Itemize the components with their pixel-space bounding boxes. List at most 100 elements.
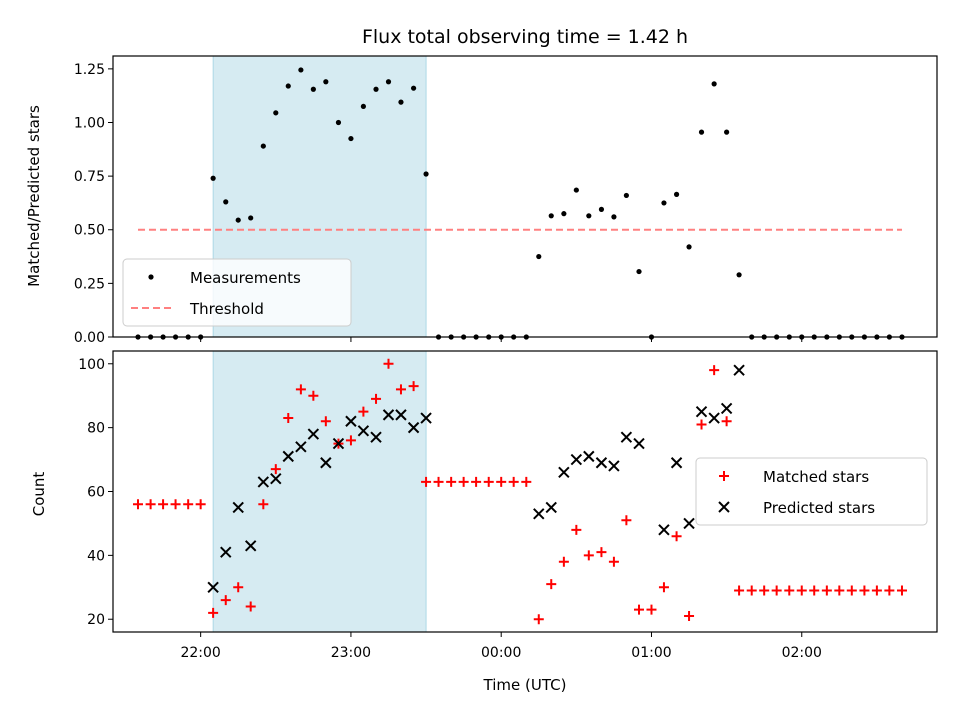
matched-star-point (634, 604, 645, 615)
predicted-star-point (695, 405, 708, 418)
matched-star-point (383, 358, 394, 369)
matched-star-point (746, 585, 757, 596)
matched-star-point (558, 556, 569, 567)
matched-star-point (859, 585, 870, 596)
measurement-point (548, 213, 554, 219)
measurement-point (686, 244, 692, 250)
matched-star-point (646, 604, 657, 615)
matched-star-point (696, 419, 707, 430)
predicted-star-point (370, 431, 382, 443)
matched-star-point (508, 476, 519, 487)
predicted-star-point (595, 457, 608, 469)
x-tick-label: 23:00 (331, 645, 371, 661)
matched-star-point (483, 476, 494, 487)
predicted-star-point (307, 428, 320, 440)
matched-star-point (220, 595, 231, 606)
matched-star-point (408, 381, 419, 392)
matched-star-point (583, 550, 594, 561)
axes-frame (112, 55, 938, 338)
legend-box (122, 258, 352, 327)
measurement-point (248, 215, 254, 221)
predicted-star-point (395, 409, 407, 421)
top-y-axis-label: Matched/Predicted stars (25, 105, 43, 287)
legend-label: Matched stars (763, 468, 869, 486)
legend-label: Threshold (189, 300, 264, 318)
matched-star-point (320, 416, 331, 427)
matched-star-point (809, 585, 820, 596)
matched-star-point (796, 585, 807, 596)
measurement-point (298, 67, 304, 73)
matched-star-point (658, 582, 669, 593)
matched-star-point (521, 476, 532, 487)
matched-star-point (421, 476, 432, 487)
chart-title: Flux total observing time = 1.42 h (362, 26, 688, 48)
matched-star-point (821, 585, 832, 596)
matched-star-point (784, 585, 795, 596)
predicted-star-point (382, 409, 395, 421)
matched-star-point (608, 556, 619, 567)
measurement-point (586, 213, 592, 219)
predicted-star-point (658, 524, 670, 536)
y-tick-label: 0.50 (74, 223, 105, 239)
y-tick-label: 60 (87, 485, 105, 501)
matched-star-point (621, 515, 632, 526)
matched-star-point (270, 464, 281, 475)
matched-star-point (295, 384, 306, 395)
measurement-point (235, 217, 241, 223)
matched-star-point (684, 611, 695, 622)
measurement-point (273, 110, 279, 116)
y-tick-label: 0.75 (74, 169, 105, 185)
measurement-point (210, 175, 216, 181)
measurement-point (698, 129, 705, 135)
matched-star-point (433, 476, 444, 487)
matched-star-point (734, 585, 745, 596)
measurement-point (348, 135, 354, 142)
predicted-star-point (708, 412, 720, 424)
predicted-star-point (207, 581, 219, 594)
matched-star-point (759, 585, 770, 596)
matched-star-point (571, 524, 582, 535)
predicted-star-point (357, 425, 370, 437)
matched-star-point (358, 406, 369, 417)
predicted-star-point (282, 450, 294, 463)
legend: Measurements Threshold (122, 258, 352, 327)
predicted-star-point (620, 431, 633, 443)
matched-star-point (371, 393, 382, 404)
measurement-point (260, 143, 266, 149)
predicted-star-point (244, 540, 257, 552)
measurement-point (285, 83, 291, 89)
axes-frame (112, 350, 938, 633)
legend-label: Measurements (190, 269, 301, 287)
x-tick-label: 00:00 (481, 645, 521, 661)
predicted-star-point (720, 402, 733, 415)
legend: Matched stars Predicted stars (695, 457, 928, 526)
matched-star-point (158, 499, 169, 510)
legend-marker-plus (719, 471, 729, 481)
measurement-point (623, 192, 629, 199)
matched-star-point (132, 499, 143, 510)
matched-star-point (145, 499, 156, 510)
y-tick-label: 0.25 (74, 276, 105, 292)
y-tick-label: 40 (87, 548, 105, 564)
matched-star-point (671, 531, 682, 542)
matched-star-point (546, 579, 557, 590)
matched-star-point (245, 601, 256, 612)
predicted-star-point (570, 453, 583, 466)
predicted-star-point (733, 364, 745, 376)
matched-star-point (884, 585, 895, 596)
measurement-point (335, 119, 342, 126)
y-tick-label: 0.00 (74, 330, 105, 346)
measurement-point (598, 206, 605, 212)
predicted-star-point (345, 415, 357, 427)
measurement-point (398, 99, 404, 105)
matched-star-point (596, 547, 607, 558)
matched-star-point (170, 499, 181, 510)
measurement-point (611, 214, 617, 220)
measurement-point (661, 200, 667, 206)
matched-star-point (345, 435, 356, 446)
measurement-point (323, 79, 329, 85)
y-tick-label: 20 (87, 612, 105, 628)
measurement-point (310, 86, 316, 92)
